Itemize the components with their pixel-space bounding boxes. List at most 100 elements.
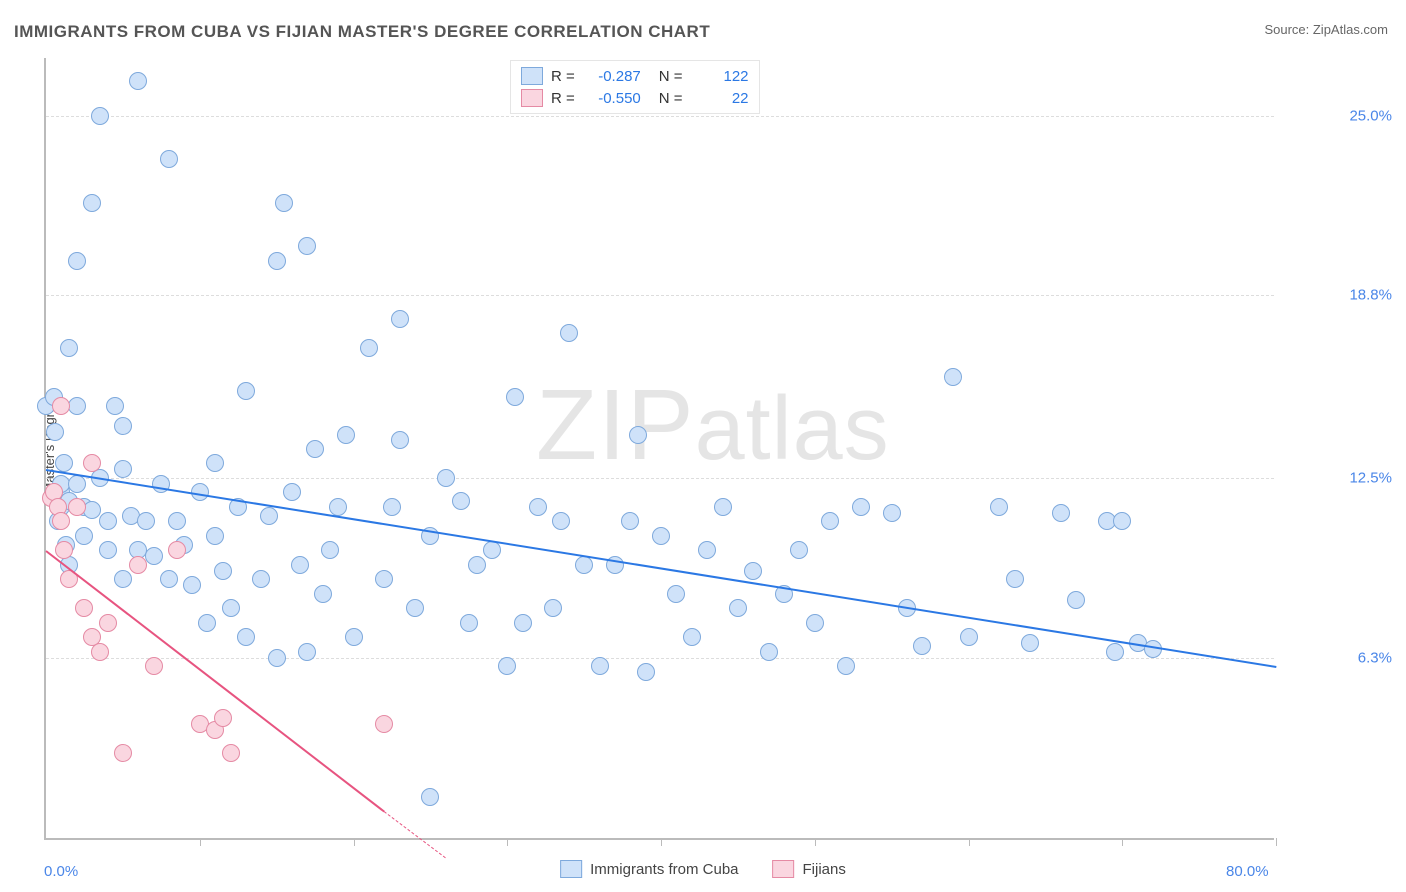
data-point	[222, 744, 240, 762]
data-point	[145, 657, 163, 675]
data-point	[237, 628, 255, 646]
data-point	[252, 570, 270, 588]
x-tick	[1122, 838, 1123, 846]
data-point	[375, 570, 393, 588]
data-point	[575, 556, 593, 574]
data-point	[237, 382, 255, 400]
data-point	[391, 431, 409, 449]
data-point	[498, 657, 516, 675]
data-point	[168, 512, 186, 530]
data-point	[91, 643, 109, 661]
legend-row: R = -0.287N = 122	[521, 65, 749, 87]
y-tick-label: 12.5%	[1349, 469, 1392, 486]
y-tick-label: 6.3%	[1358, 649, 1392, 666]
data-point	[883, 504, 901, 522]
data-point	[99, 512, 117, 530]
data-point	[321, 541, 339, 559]
legend-r-label: R =	[551, 68, 575, 85]
legend-row: R = -0.550N = 22	[521, 87, 749, 109]
series-legend: Immigrants from Cuba Fijians	[560, 860, 846, 878]
data-point	[129, 72, 147, 90]
data-point	[75, 527, 93, 545]
series-name: Immigrants from Cuba	[590, 861, 738, 878]
x-tick	[661, 838, 662, 846]
data-point	[298, 643, 316, 661]
data-point	[145, 547, 163, 565]
data-point	[55, 454, 73, 472]
data-point	[275, 194, 293, 212]
data-point	[406, 599, 424, 617]
source-link[interactable]: ZipAtlas.com	[1313, 22, 1388, 37]
data-point	[960, 628, 978, 646]
series-legend-item: Immigrants from Cuba	[560, 860, 738, 878]
legend-swatch	[773, 860, 795, 878]
data-point	[375, 715, 393, 733]
data-point	[1006, 570, 1024, 588]
data-point	[306, 440, 324, 458]
data-point	[60, 339, 78, 357]
x-tick-label: 0.0%	[44, 863, 78, 880]
data-point	[91, 107, 109, 125]
data-point	[468, 556, 486, 574]
data-point	[944, 368, 962, 386]
data-point	[990, 498, 1008, 516]
x-tick	[1276, 838, 1277, 846]
data-point	[1106, 643, 1124, 661]
data-point	[83, 194, 101, 212]
data-point	[160, 570, 178, 588]
chart-page: IMMIGRANTS FROM CUBA VS FIJIAN MASTER'S …	[0, 0, 1406, 892]
data-point	[291, 556, 309, 574]
data-point	[68, 397, 86, 415]
data-point	[83, 501, 101, 519]
x-tick	[507, 838, 508, 846]
data-point	[68, 498, 86, 516]
data-point	[52, 397, 70, 415]
data-point	[183, 576, 201, 594]
scatter-plot-area: ZIPatlas	[44, 58, 1274, 840]
watermark: ZIPatlas	[536, 368, 890, 483]
data-point	[314, 585, 332, 603]
y-tick-label: 25.0%	[1349, 107, 1392, 124]
data-point	[68, 252, 86, 270]
data-point	[160, 150, 178, 168]
data-point	[129, 556, 147, 574]
trend-line	[45, 551, 384, 813]
data-point	[99, 541, 117, 559]
data-point	[106, 397, 124, 415]
data-point	[55, 541, 73, 559]
data-point	[729, 599, 747, 617]
data-point	[206, 527, 224, 545]
data-point	[268, 649, 286, 667]
data-point	[329, 498, 347, 516]
legend-swatch	[560, 860, 582, 878]
data-point	[383, 498, 401, 516]
data-point	[114, 460, 132, 478]
x-tick-label: 80.0%	[1226, 863, 1269, 880]
data-point	[83, 454, 101, 472]
data-point	[114, 570, 132, 588]
data-point	[637, 663, 655, 681]
x-tick	[354, 838, 355, 846]
data-point	[852, 498, 870, 516]
chart-title: IMMIGRANTS FROM CUBA VS FIJIAN MASTER'S …	[14, 22, 710, 42]
data-point	[214, 562, 232, 580]
x-tick	[969, 838, 970, 846]
series-legend-item: Fijians	[773, 860, 846, 878]
data-point	[837, 657, 855, 675]
data-point	[137, 512, 155, 530]
data-point	[506, 388, 524, 406]
data-point	[913, 637, 931, 655]
data-point	[260, 507, 278, 525]
data-point	[337, 426, 355, 444]
data-point	[460, 614, 478, 632]
series-name: Fijians	[803, 861, 846, 878]
legend-n-value: 122	[691, 68, 749, 85]
legend-r-value: -0.550	[583, 90, 641, 107]
legend-swatch	[521, 67, 543, 85]
data-point	[629, 426, 647, 444]
legend-r-value: -0.287	[583, 68, 641, 85]
data-point	[437, 469, 455, 487]
legend-r-label: R =	[551, 90, 575, 107]
data-point	[698, 541, 716, 559]
data-point	[744, 562, 762, 580]
